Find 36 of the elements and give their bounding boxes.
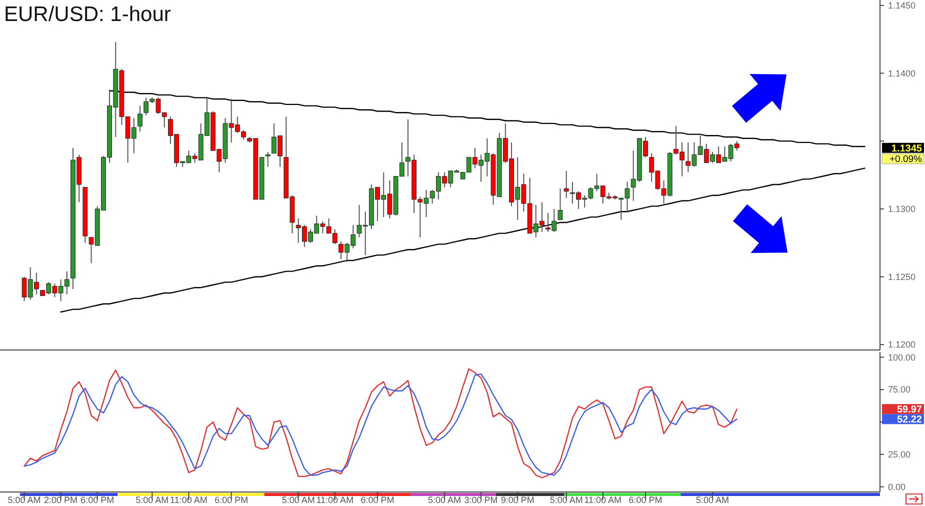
candlestick [138,105,142,132]
y-tick-label: 75.00 [888,384,911,395]
x-tick-label: 5:00 AM [282,495,315,505]
y-tick-label: 100.00 [888,352,916,362]
x-tick-label: 5:00 AM [696,495,730,505]
x-tick-label: 5:00 AM [428,495,462,505]
y-tick-label: 1.1450 [888,0,916,11]
y-tick-label: 1.1200 [888,340,916,350]
x-tick-label: 9:00 PM [500,495,534,505]
x-tick-label: 5:00 AM [8,495,41,505]
x-tick-label: 2:00 PM [44,495,78,505]
x-tick-label: 6:00 PM [360,495,394,505]
x-tick-label: 11:00 AM [170,495,208,505]
y-tick-label: 1.1400 [888,68,916,78]
x-tick-label: 11:00 AM [316,495,354,505]
x-tick-label: 5:00 AM [136,495,169,505]
chart-title: EUR/USD: 1-hour [4,3,171,26]
x-tick-label: 11:00 AM [584,495,622,505]
y-tick-label: 0.00 [888,482,906,492]
y-tick-label: 1.1300 [888,204,916,214]
x-tick-label: 5:00 AM [550,495,583,505]
text: 52.22 [896,414,922,426]
candlestick [564,170,569,199]
candlestick [265,151,270,168]
line-series [108,90,866,148]
text: 59.97 [896,404,922,416]
x-tick-label: 6:00 PM [80,495,114,505]
candlestick [558,188,563,220]
y-tick-label: 25.00 [888,450,911,460]
x-tick-label: 3:00 PM [464,495,498,505]
text: +0.09% [890,154,923,166]
x-tick-label: 6:00 PM [628,495,662,505]
y-tick-label: 1.1250 [888,272,916,282]
line-series [60,168,866,313]
text: 1.1345 [891,143,922,154]
x-tick-label: 6:00 PM [214,495,248,505]
